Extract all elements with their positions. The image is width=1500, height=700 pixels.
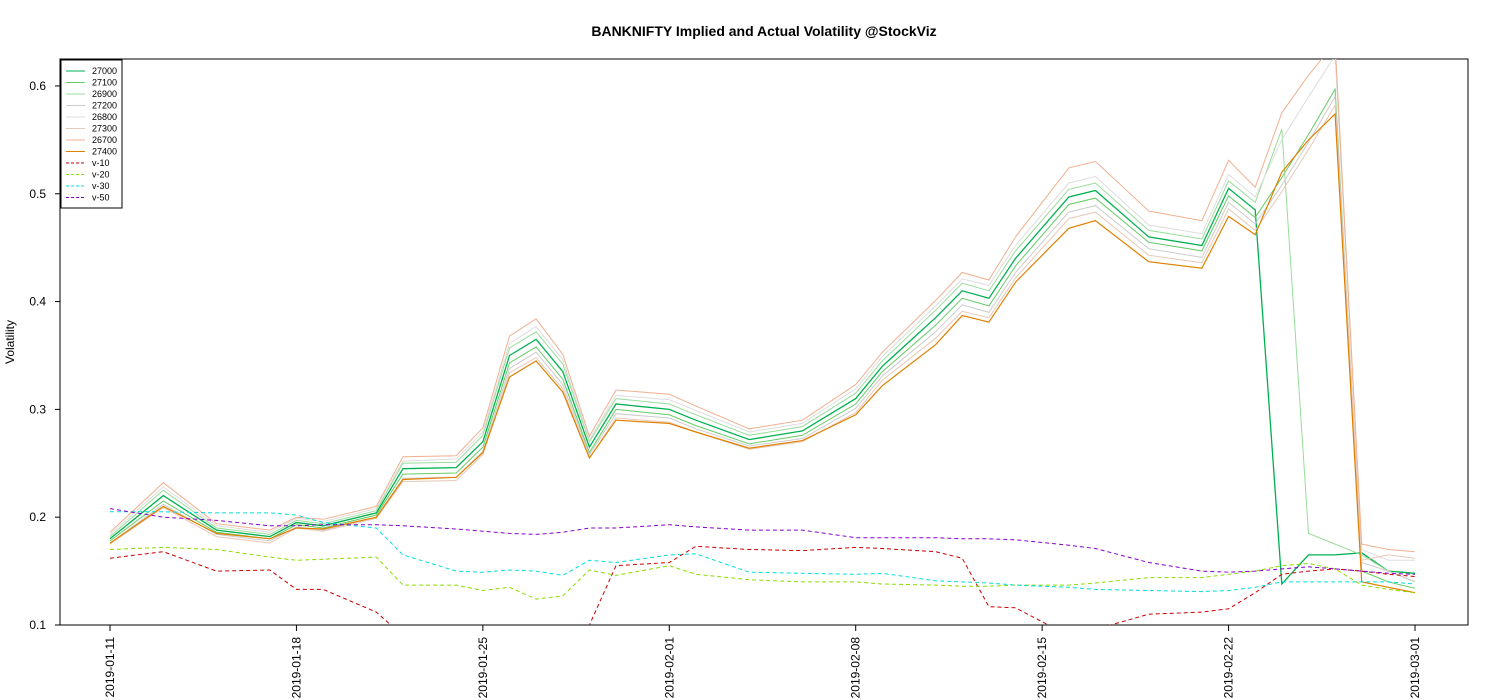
x-tick-label: 2019-02-15 bbox=[1035, 637, 1049, 699]
y-axis-label: Volatility bbox=[3, 320, 17, 364]
legend-label: 26900 bbox=[92, 89, 117, 99]
legend-label: 26700 bbox=[92, 135, 117, 145]
y-tick-label: 0.6 bbox=[29, 79, 46, 93]
legend-label: v-30 bbox=[92, 181, 110, 191]
legend-box bbox=[60, 59, 123, 209]
series-line-v-10 bbox=[109, 545, 1416, 625]
series-line-27000 bbox=[109, 187, 1416, 586]
x-tick-label: 2019-01-11 bbox=[103, 637, 117, 698]
legend-label: v-10 bbox=[92, 158, 110, 168]
series-line-27200 bbox=[109, 95, 1416, 583]
chart-title: BANKNIFTY Implied and Actual Volatility … bbox=[591, 23, 936, 39]
y-tick-label: 0.5 bbox=[29, 187, 46, 201]
x-tick-label: 2019-03-01 bbox=[1408, 637, 1422, 699]
y-tick-label: 0.1 bbox=[29, 618, 46, 632]
legend-label: v-50 bbox=[92, 193, 110, 203]
series-line-26900 bbox=[109, 128, 1416, 583]
y-tick-label: 0.2 bbox=[29, 510, 46, 524]
y-tick-label: 0.3 bbox=[29, 402, 46, 416]
legend-label: 27100 bbox=[92, 78, 117, 88]
series-layer bbox=[109, 59, 1416, 625]
series-line-v-20 bbox=[109, 546, 1416, 600]
series-line-26800 bbox=[109, 59, 1415, 561]
series-line-27400 bbox=[109, 112, 1416, 594]
series-line-27100 bbox=[109, 87, 1416, 589]
legend-label: 27400 bbox=[92, 147, 117, 157]
x-tick-label: 2019-01-18 bbox=[289, 637, 303, 699]
x-tick-label: 2019-02-22 bbox=[1222, 637, 1236, 699]
legend-label: 27200 bbox=[92, 101, 117, 111]
series-line-v-30 bbox=[110, 511, 1416, 593]
x-tick-label: 2019-01-25 bbox=[476, 637, 490, 699]
y-tick-label: 0.4 bbox=[29, 295, 46, 309]
axis-layer: 0.1 0.2 0.3 0.4 0.5 0.6 2019-01-11 2019-01-18 20… bbox=[29, 79, 1422, 698]
x-tick-label: 2019-02-01 bbox=[662, 637, 676, 699]
series-line-26700 bbox=[109, 59, 1416, 553]
series-line-v-50 bbox=[109, 508, 1416, 575]
legend-label: v-20 bbox=[92, 170, 110, 180]
x-tick-label: 2019-02-08 bbox=[849, 637, 863, 699]
legend-label: 26800 bbox=[92, 112, 117, 122]
legend-label: 27300 bbox=[92, 124, 117, 134]
plot-frame bbox=[59, 58, 1469, 626]
legend-label: 27000 bbox=[92, 66, 117, 76]
series-line-27300 bbox=[109, 103, 1416, 561]
